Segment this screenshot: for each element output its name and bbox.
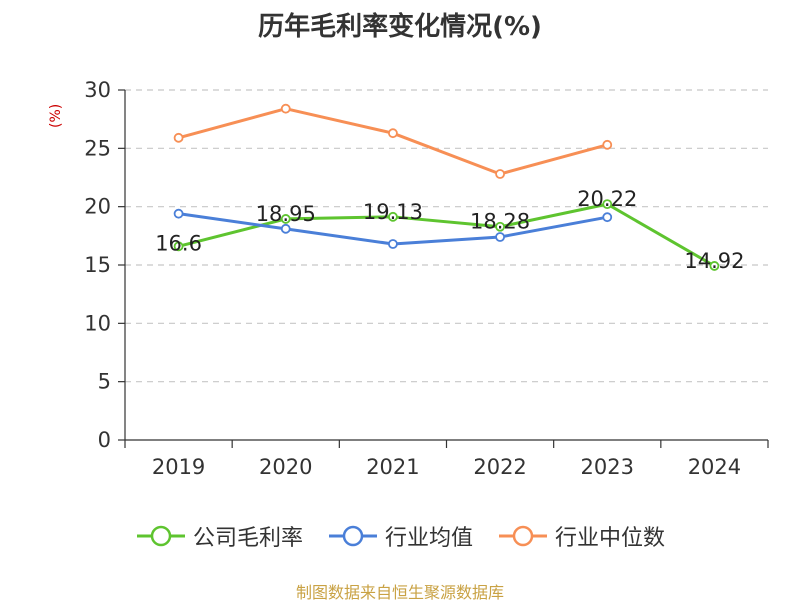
data-label: 18.28 bbox=[470, 210, 530, 234]
data-point bbox=[280, 103, 291, 114]
legend-item[interactable]: 行业均值 bbox=[327, 520, 473, 552]
data-label: 19.13 bbox=[363, 200, 423, 224]
data-point bbox=[602, 139, 613, 150]
axes: 0 5 10 15 20 25 30 2019 2020 2021 2022 2023 2024 bbox=[84, 78, 769, 479]
data-label: 20.22 bbox=[577, 187, 637, 211]
data-label: 18.95 bbox=[256, 202, 316, 226]
data-point bbox=[173, 241, 184, 252]
legend-label: 公司毛利率 bbox=[192, 526, 303, 551]
data-point bbox=[495, 232, 505, 242]
x-tick-label: 2020 bbox=[259, 455, 312, 479]
data-point bbox=[602, 199, 613, 210]
data-point bbox=[495, 169, 505, 179]
legend: 公司毛利率 行业均值 行业中位数 bbox=[0, 518, 800, 554]
y-tick-label: 15 bbox=[84, 253, 111, 277]
source-note: 制图数据来自恒生聚源数据库 bbox=[295, 583, 504, 602]
y-tick-label: 20 bbox=[84, 195, 111, 219]
x-tick-label: 2019 bbox=[152, 455, 205, 479]
grid-lines bbox=[125, 89, 768, 383]
data-point bbox=[280, 214, 291, 224]
x-tick-label: 2024 bbox=[688, 455, 741, 479]
chart-title: 历年毛利率变化情况(%) bbox=[258, 12, 542, 42]
series-lines bbox=[173, 103, 720, 271]
data-label: 16.6 bbox=[155, 231, 202, 255]
data-point bbox=[173, 132, 184, 143]
data-point bbox=[495, 221, 505, 232]
data-labels: 16.6 18.95 19.13 18.28 20.22 14.92 bbox=[155, 187, 744, 273]
y-tick-label: 5 bbox=[98, 370, 111, 394]
x-tick-label: 2021 bbox=[366, 455, 419, 479]
x-tick-label: 2023 bbox=[581, 455, 634, 479]
legend-swatch-icon bbox=[136, 525, 185, 547]
series-line-0 bbox=[178, 202, 716, 268]
legend-swatch-icon bbox=[328, 525, 377, 547]
data-point bbox=[173, 208, 184, 219]
data-point bbox=[388, 239, 398, 249]
data-point bbox=[388, 128, 398, 139]
legend-item[interactable]: 公司毛利率 bbox=[135, 520, 303, 552]
series-line-2 bbox=[178, 107, 608, 176]
y-tick-label: 25 bbox=[84, 136, 111, 160]
y-tick-label: 10 bbox=[84, 311, 111, 335]
data-point bbox=[280, 223, 291, 234]
y-axis-label: (%) bbox=[48, 103, 64, 128]
data-point bbox=[388, 211, 398, 222]
data-label: 14.92 bbox=[684, 249, 744, 273]
legend-item[interactable]: 行业中位数 bbox=[497, 520, 665, 552]
legend-label: 行业均值 bbox=[384, 526, 473, 551]
x-tick-label: 2022 bbox=[473, 455, 526, 479]
y-tick-label: 0 bbox=[98, 428, 111, 452]
data-point bbox=[709, 261, 720, 271]
legend-swatch-icon bbox=[499, 525, 547, 547]
legend-label: 行业中位数 bbox=[555, 526, 666, 551]
y-tick-label: 30 bbox=[84, 78, 111, 102]
data-point bbox=[602, 212, 613, 223]
